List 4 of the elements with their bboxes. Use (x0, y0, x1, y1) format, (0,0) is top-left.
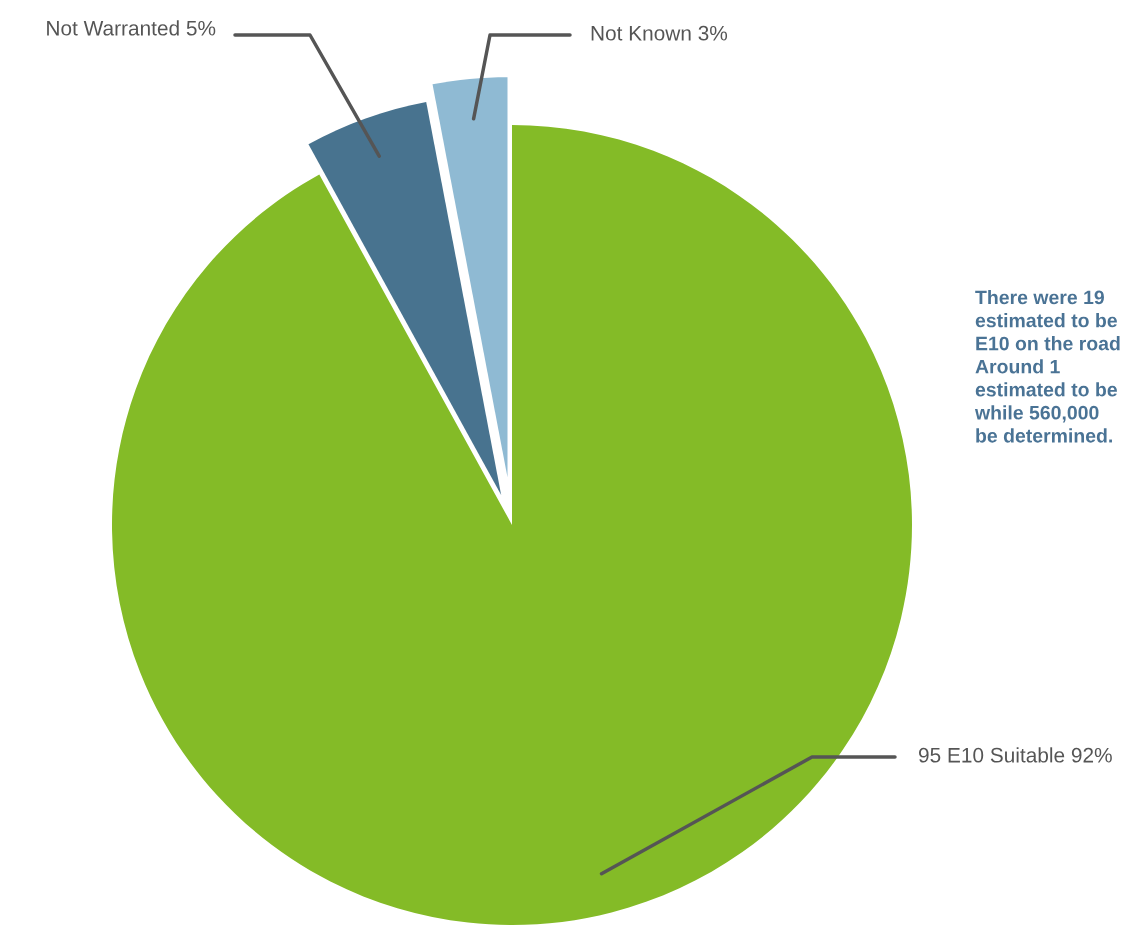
text: There were 19 estimated to be E10 on the road Around 1 estimated to be while 560,000 be determined. (974, 290, 1120, 443)
slice-label: 95 E10 Suitable 92% (918, 747, 1112, 763)
slice-label: Not Warranted 5% (47, 20, 216, 36)
slice-label: Not Known 3% (591, 25, 728, 41)
